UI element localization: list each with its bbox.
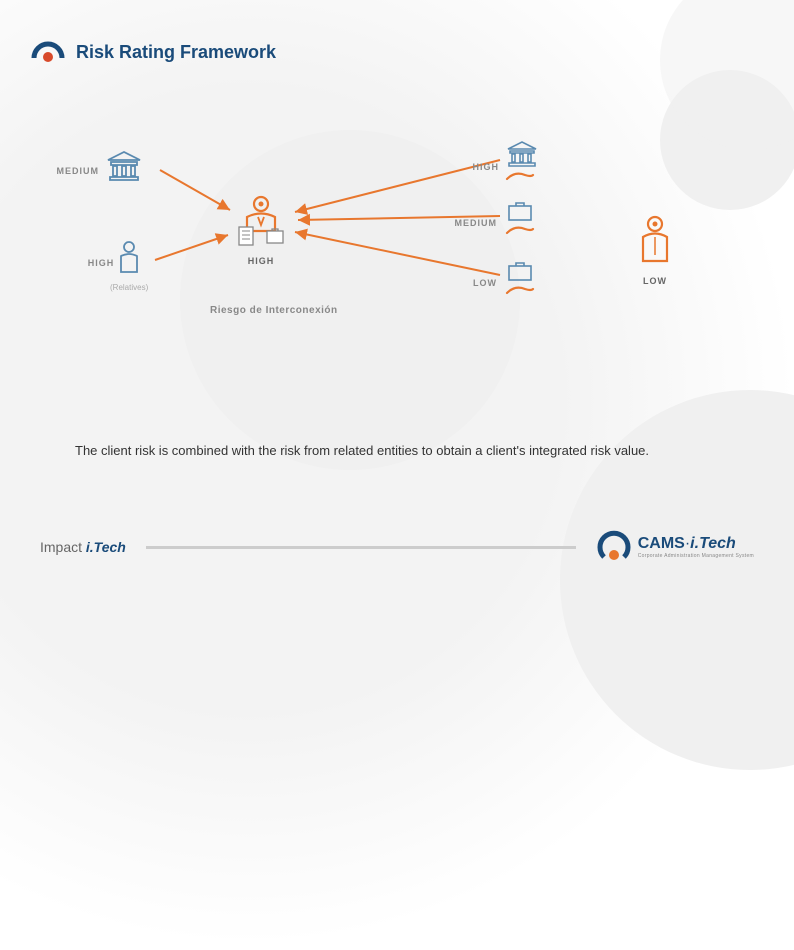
footer-left-brand: Impact <box>40 539 82 555</box>
person-icon <box>635 215 675 267</box>
footer-logo-right: CAMS·i.Tech Corporate Administration Man… <box>596 529 754 565</box>
node-right-bank: HIGH <box>505 140 539 183</box>
person-icon <box>115 240 143 276</box>
footer: Impact i.Tech CAMS·i.Tech Corporate Admi… <box>40 529 754 565</box>
footer-logo-left: Impact i.Tech <box>40 539 126 555</box>
hand-icon <box>505 169 535 183</box>
node-label: MEDIUM <box>455 218 498 228</box>
cams-logo-icon <box>596 529 632 565</box>
node-label: HIGH <box>473 162 500 172</box>
footer-left-brand-it: i.Tech <box>86 539 126 555</box>
footer-divider <box>146 546 576 549</box>
body-text: The client risk is combined with the ris… <box>75 441 734 461</box>
page-title: Risk Rating Framework <box>76 42 276 63</box>
briefcase-icon <box>505 260 535 282</box>
briefcase-icon <box>505 200 535 222</box>
footer-right-brand: CAMS <box>638 535 685 552</box>
footer-right-brand-it: i.Tech <box>690 535 736 552</box>
section-label: Riesgo de Interconexión <box>210 305 338 316</box>
businessperson-icon <box>235 195 287 247</box>
node-briefcase-medium: MEDIUM <box>505 200 535 237</box>
logo-icon <box>30 38 66 66</box>
node-center: HIGH <box>235 195 287 266</box>
node-sublabel: (Relatives) <box>110 283 148 292</box>
node-right-person: LOW <box>635 215 675 286</box>
bank-icon <box>105 150 143 182</box>
node-label: LOW <box>635 276 675 286</box>
node-left-bank: MEDIUM <box>105 150 143 187</box>
bank-icon <box>505 140 539 168</box>
diagram-area: MEDIUM HIGH (Relatives) HIGH <box>0 120 794 380</box>
hand-icon <box>505 223 535 237</box>
node-briefcase-low: LOW <box>505 260 535 297</box>
node-label: HIGH <box>88 258 115 268</box>
node-relatives: HIGH (Relatives) <box>110 240 148 292</box>
footer-right-sub: Corporate Administration Management Syst… <box>638 553 754 559</box>
hand-icon <box>505 283 535 297</box>
node-label: LOW <box>473 278 497 288</box>
node-label: MEDIUM <box>57 166 100 176</box>
page-header: Risk Rating Framework <box>30 38 276 66</box>
node-label: HIGH <box>235 256 287 266</box>
